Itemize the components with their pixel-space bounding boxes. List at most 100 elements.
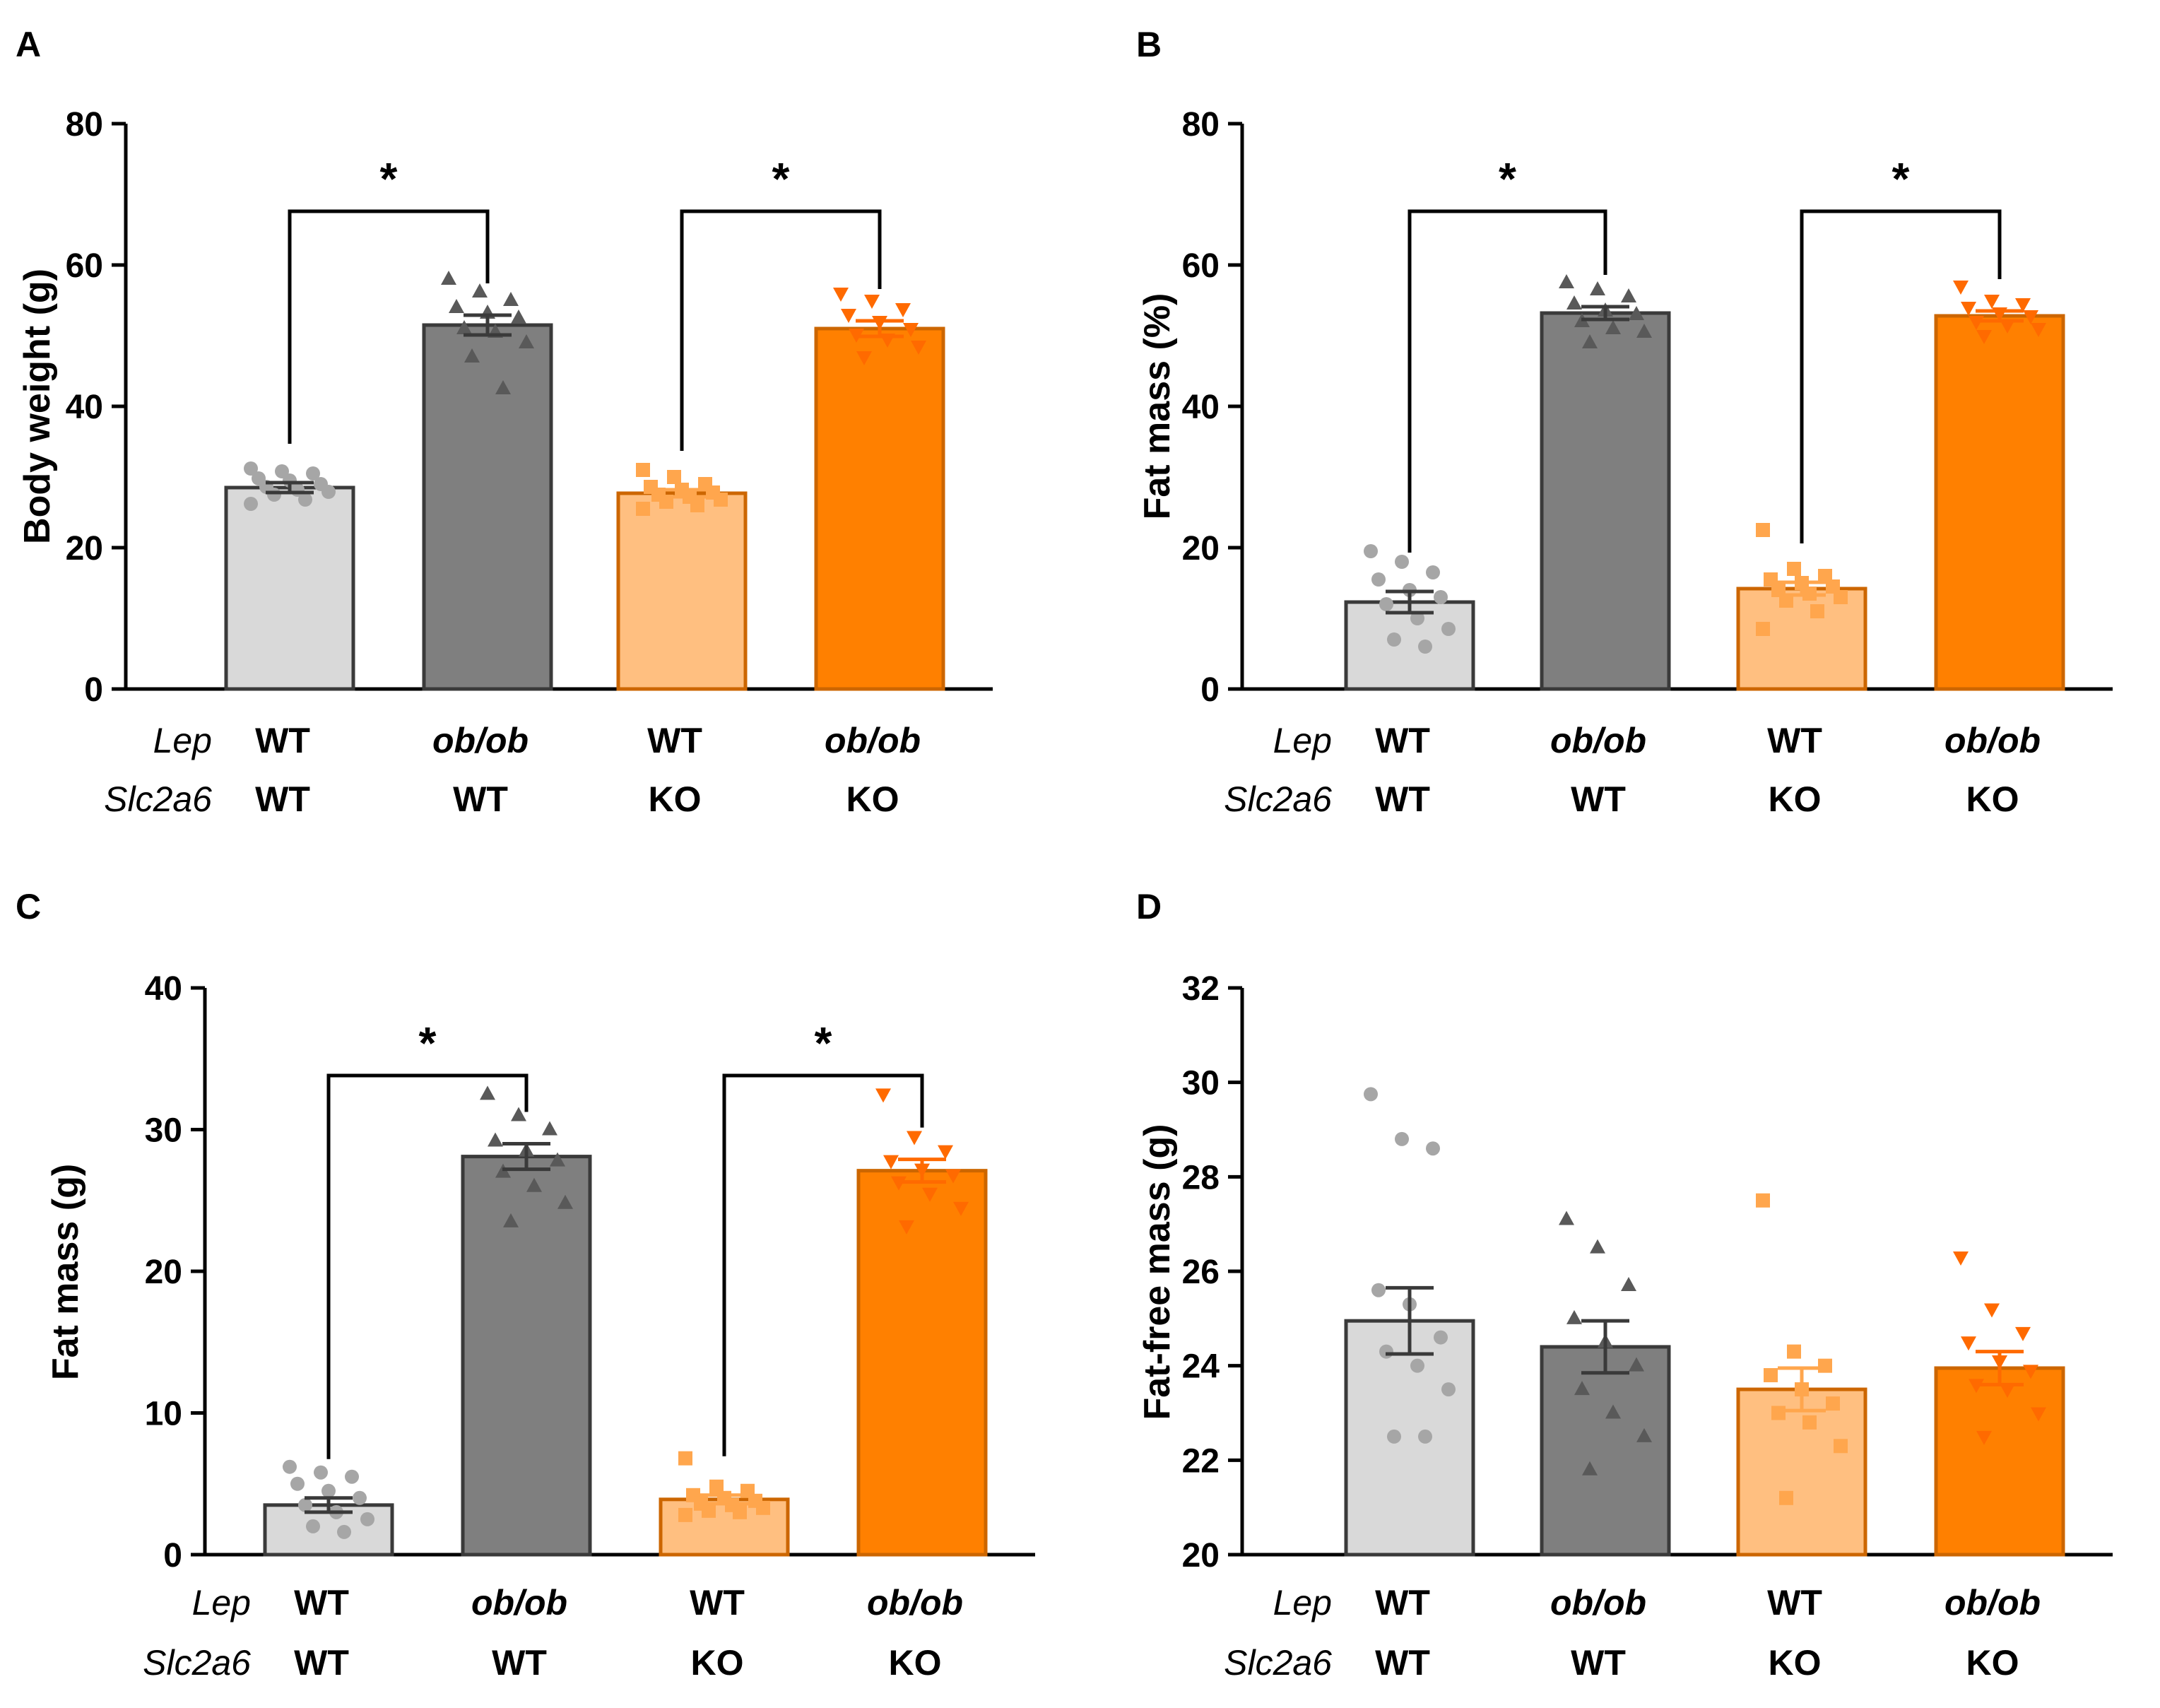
data-point <box>875 1088 891 1103</box>
bar <box>422 323 553 691</box>
panel-letter: C <box>16 887 41 926</box>
bar <box>461 1155 592 1557</box>
lep-row-label: Lep <box>1273 721 1332 760</box>
y-axis-title: Body weight (g) <box>17 269 58 544</box>
data-point <box>636 463 650 477</box>
lep-genotype-label: ob/ob <box>867 1583 963 1622</box>
data-point <box>1590 1239 1605 1254</box>
data-point <box>337 1524 351 1539</box>
y-tick-label: 20 <box>145 1254 182 1291</box>
data-point <box>1441 622 1456 636</box>
data-point <box>938 1145 953 1160</box>
slc2a6-genotype-label: WT <box>453 779 508 819</box>
bar <box>1540 1345 1671 1557</box>
significance-star: * <box>419 1018 437 1068</box>
slc2a6-genotype-label: KO <box>1769 779 1822 819</box>
data-point <box>321 485 336 499</box>
data-point <box>321 1483 336 1498</box>
slc2a6-genotype-label: WT <box>1571 1643 1626 1683</box>
bar <box>1344 1319 1475 1557</box>
data-point <box>306 1519 320 1533</box>
data-point <box>714 493 728 507</box>
data-point <box>1574 1381 1590 1396</box>
significance-bracket <box>288 209 490 444</box>
data-point <box>495 380 511 394</box>
lep-genotype-label: ob/ob <box>1550 721 1646 760</box>
data-point <box>2000 319 2015 334</box>
data-point <box>1566 295 1582 310</box>
significance-star: * <box>380 153 398 204</box>
data-point <box>1961 302 1976 316</box>
lep-genotype-label: WT <box>1375 721 1430 760</box>
data-point <box>903 323 919 337</box>
data-point <box>1636 324 1652 338</box>
data-point <box>1779 1490 1793 1505</box>
data-point <box>1629 306 1644 320</box>
data-point <box>1953 1251 1969 1266</box>
data-point <box>290 1476 305 1491</box>
data-point <box>306 466 320 481</box>
data-point <box>1410 1358 1424 1373</box>
lep-genotype-label: WT <box>647 721 702 760</box>
data-point <box>1418 1429 1432 1444</box>
slc2a6-genotype-label: KO <box>691 1643 744 1683</box>
data-point <box>709 1479 724 1494</box>
lep-row-label: Lep <box>192 1583 251 1622</box>
y-tick-label: 32 <box>1182 970 1220 1008</box>
slc2a6-genotype-label: WT <box>1571 779 1626 819</box>
significance-star: * <box>772 153 790 204</box>
y-tick-label: 0 <box>1200 671 1220 709</box>
significance-bracket <box>1407 209 1607 553</box>
lep-genotype-label: WT <box>1767 721 1822 760</box>
significance-bracket <box>722 1073 924 1456</box>
significance-bracket <box>1800 209 2002 543</box>
slc2a6-genotype-label: WT <box>1375 779 1430 819</box>
data-point <box>953 1201 969 1216</box>
data-point <box>1582 334 1598 348</box>
data-point <box>503 1213 519 1227</box>
y-tick-label: 20 <box>1182 1537 1220 1574</box>
data-point <box>519 334 534 348</box>
data-point <box>488 1132 503 1147</box>
slc2a6-genotype-label: KO <box>889 1643 942 1683</box>
data-point <box>1418 640 1432 654</box>
data-point <box>1810 604 1824 618</box>
data-point <box>2031 323 2046 337</box>
slc2a6-genotype-label: KO <box>846 779 899 819</box>
data-point <box>1984 1303 2000 1318</box>
bar <box>814 326 945 691</box>
data-point <box>945 1169 961 1184</box>
data-point <box>298 493 312 507</box>
data-point <box>1834 1439 1848 1454</box>
data-point <box>449 299 464 313</box>
bar <box>1344 600 1475 691</box>
significance-bracket <box>326 1073 529 1459</box>
slc2a6-genotype-label: WT <box>294 1643 349 1683</box>
data-point <box>1787 1344 1801 1359</box>
data-point <box>1605 1404 1621 1419</box>
data-point <box>733 1504 747 1519</box>
panel-letter: A <box>16 25 41 64</box>
bar <box>1934 314 2065 691</box>
slc2a6-genotype-label: WT <box>1375 1643 1430 1683</box>
bar <box>1736 1387 1867 1557</box>
y-tick-label: 0 <box>163 1537 182 1574</box>
data-point <box>833 288 849 302</box>
significance-star: * <box>1499 153 1516 204</box>
bar <box>1934 1366 2065 1557</box>
panel-letter: B <box>1136 25 1162 64</box>
lep-genotype-label: ob/ob <box>1944 721 2041 760</box>
lep-row-label: Lep <box>153 721 212 760</box>
data-point <box>667 470 681 484</box>
data-point <box>1953 281 1969 295</box>
slc2a6-row-label: Slc2a6 <box>143 1643 251 1683</box>
data-point <box>1371 1283 1386 1297</box>
data-point <box>1826 1396 1840 1411</box>
data-point <box>1426 1141 1440 1156</box>
data-point <box>1590 281 1605 295</box>
data-point <box>1559 274 1574 288</box>
slc2a6-genotype-label: KO <box>1966 779 2019 819</box>
data-point <box>856 351 872 365</box>
bar <box>856 1169 988 1557</box>
data-point <box>464 348 480 363</box>
